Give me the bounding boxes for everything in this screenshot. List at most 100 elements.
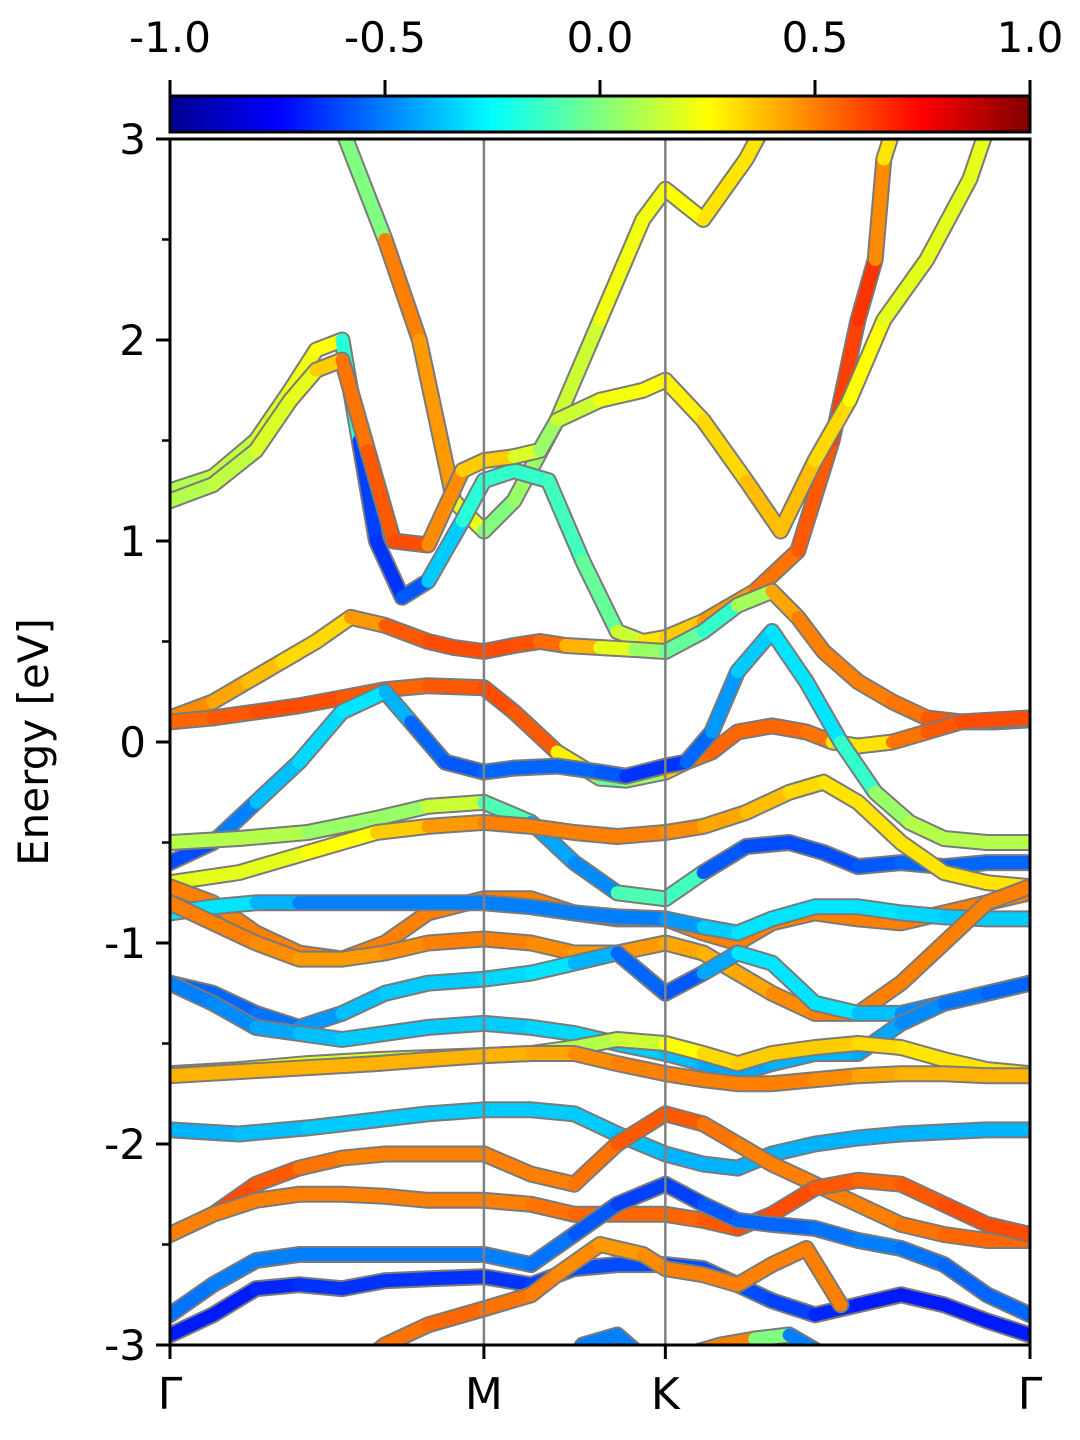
- band-segment: [851, 1234, 908, 1255]
- band-segment: [748, 544, 805, 598]
- band-segment: [421, 679, 491, 695]
- band-1: [239, 39, 767, 540]
- colorbar-tick-label: 0.0: [567, 13, 634, 62]
- band-segment: [851, 795, 908, 849]
- band-segment: [696, 598, 745, 638]
- band-segment: [851, 1197, 908, 1231]
- band-segment: [421, 514, 469, 588]
- band-segment: [765, 1294, 822, 1322]
- band-segment: [369, 1053, 435, 1071]
- band-segment: [338, 139, 392, 246]
- band-segment: [335, 1187, 392, 1203]
- band-segment: [404, 715, 452, 769]
- band-segment: [894, 1288, 951, 1312]
- band-segment: [477, 1147, 538, 1181]
- band-segment: [477, 494, 521, 538]
- band-segment: [421, 932, 491, 950]
- band-segment: [249, 1278, 306, 1296]
- y-tick-label: -1: [104, 919, 146, 968]
- band-segment: [658, 625, 710, 658]
- band-segment: [658, 866, 710, 906]
- band-segment: [808, 393, 856, 468]
- colorbar-tick-label: 0.5: [782, 13, 849, 62]
- band-segment: [894, 1217, 951, 1241]
- band-segment: [541, 474, 590, 568]
- band-segment: [507, 705, 564, 759]
- band-segment: [739, 785, 796, 819]
- band-segment: [851, 900, 908, 920]
- band-segment: [894, 906, 951, 924]
- band-segment: [782, 1328, 820, 1345]
- band-segment: [292, 705, 349, 769]
- band-segment: [378, 906, 435, 950]
- band-segment: [877, 253, 934, 327]
- band-segment: [658, 1037, 710, 1060]
- band-segment: [249, 1161, 306, 1191]
- y-tick-label: 2: [119, 316, 146, 365]
- band-segment: [477, 815, 538, 833]
- band-segment: [851, 253, 882, 327]
- band-segment: [765, 956, 822, 1010]
- colorbar-tick-label: 1.0: [997, 13, 1064, 62]
- y-tick-label: -3: [104, 1321, 146, 1370]
- band-segment: [894, 1125, 951, 1141]
- colorbar-tick-label: -0.5: [344, 13, 426, 62]
- band-segment: [765, 1181, 822, 1221]
- y-axis: 3 2 1 0 -1 -2 -3: [104, 115, 170, 1370]
- band-segment: [524, 1167, 581, 1191]
- band-segment: [610, 946, 672, 1000]
- band-segment: [739, 836, 796, 853]
- band-segment: [963, 139, 991, 186]
- band-segment: [610, 910, 672, 926]
- band-segment: [937, 986, 994, 1010]
- colorbar: -1.0 -0.5 0.0 0.5 1.0: [129, 13, 1064, 134]
- band-segment: [910, 18, 944, 78]
- band-segment: [477, 1248, 538, 1272]
- band-segment: [477, 966, 538, 986]
- band-segment: [170, 896, 220, 930]
- band-segment: [239, 39, 299, 79]
- band-segment: [206, 996, 263, 1034]
- band-segment: [593, 383, 650, 407]
- band-segment: [980, 880, 1030, 910]
- band-segment: [335, 685, 392, 719]
- band-segment: [658, 1147, 710, 1171]
- band-segment: [894, 1242, 951, 1272]
- band-segment: [249, 1248, 306, 1268]
- band-segment: [567, 856, 624, 900]
- band-segment: [206, 444, 263, 492]
- band-segment: [550, 759, 607, 779]
- band-segment: [791, 610, 831, 658]
- band-segment: [170, 1278, 220, 1322]
- band-segment: [524, 819, 581, 839]
- band-segment: [937, 832, 994, 849]
- band-segment: [477, 1016, 538, 1034]
- band-segment: [170, 1308, 220, 1342]
- band-segment: [301, 1057, 383, 1075]
- band-segment: [335, 353, 375, 457]
- band-segment: [894, 996, 951, 1030]
- band-segment: [378, 1020, 435, 1040]
- band-4: [170, 582, 1030, 731]
- band-segment: [524, 1020, 581, 1040]
- band-segment: [765, 986, 822, 1020]
- band-segment: [765, 1217, 822, 1235]
- band-segment: [550, 1238, 607, 1282]
- band-segment: [567, 946, 624, 970]
- band-segment: [550, 393, 607, 427]
- band-segment: [980, 1217, 1030, 1241]
- band-segment: [206, 1193, 263, 1221]
- band-segment: [292, 691, 349, 713]
- band-segment: [301, 826, 383, 859]
- band-segment: [421, 1016, 491, 1034]
- band-segment: [301, 1113, 383, 1135]
- band-segment: [421, 795, 491, 813]
- band-segment: [652, 1355, 686, 1365]
- band-segment: [378, 233, 426, 347]
- band-segment: [808, 1221, 865, 1247]
- band-segment: [524, 1228, 581, 1272]
- band-segment: [731, 1258, 779, 1292]
- band-segment: [739, 474, 788, 538]
- band-segment: [610, 1033, 672, 1050]
